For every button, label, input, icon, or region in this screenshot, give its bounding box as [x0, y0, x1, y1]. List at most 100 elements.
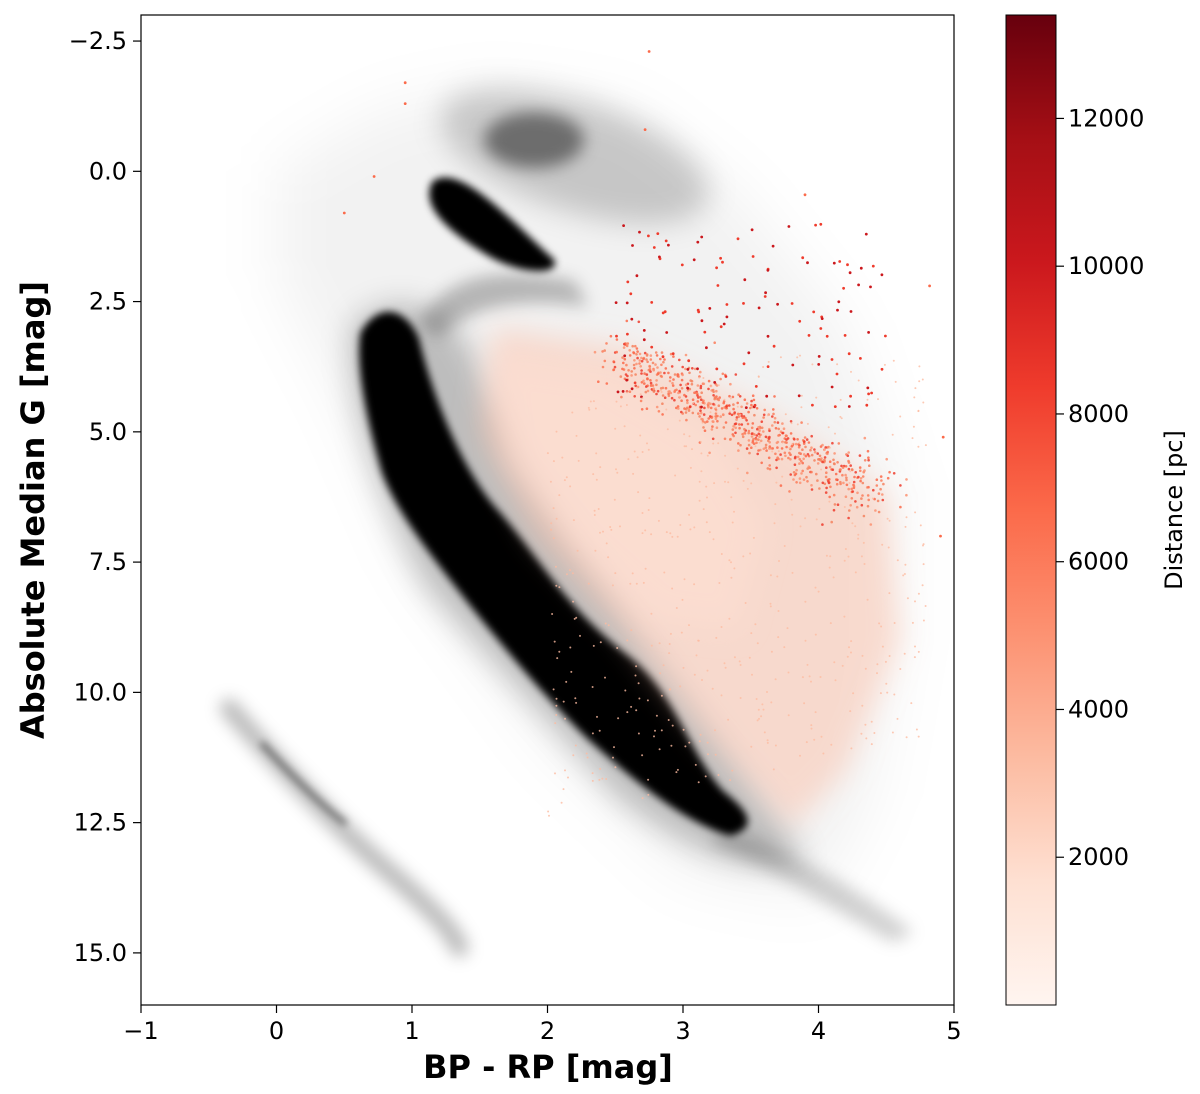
red-point [565, 680, 568, 683]
red-point [850, 640, 853, 643]
red-point [841, 473, 844, 477]
red-point [877, 510, 881, 514]
red-point [669, 376, 672, 379]
red-point [798, 462, 801, 465]
red-point [734, 431, 737, 435]
red-point [646, 377, 649, 380]
red-point [875, 478, 879, 482]
red-point [833, 405, 837, 408]
red-point [585, 752, 588, 755]
red-point [813, 448, 816, 451]
red-point [698, 499, 701, 502]
red-point [804, 639, 807, 642]
red-point [564, 769, 566, 772]
red-point [821, 481, 825, 485]
red-point [711, 687, 714, 690]
red-point [818, 507, 821, 510]
red-point [846, 454, 850, 458]
red-point [798, 477, 802, 480]
red-point [781, 422, 784, 425]
red-point [914, 645, 916, 648]
red-point [794, 455, 797, 459]
red-point [884, 334, 887, 338]
red-point [593, 509, 596, 512]
red-point [743, 427, 746, 431]
red-point [804, 454, 808, 458]
red-point [712, 394, 715, 397]
red-point [777, 427, 780, 431]
red-point [834, 472, 838, 476]
red-point [693, 367, 697, 371]
red-point [852, 480, 856, 484]
red-point [681, 598, 684, 601]
red-point [547, 810, 550, 813]
red-point [766, 739, 769, 742]
red-point [717, 384, 720, 387]
red-point [593, 514, 596, 516]
red-point [831, 468, 835, 472]
red-point [745, 402, 749, 405]
red-point [552, 507, 555, 510]
red-point [771, 415, 774, 418]
red-point [870, 391, 873, 395]
red-point [696, 394, 699, 397]
red-point [630, 387, 634, 391]
red-point [787, 671, 790, 674]
red-point [688, 741, 691, 744]
red-point [832, 458, 835, 462]
red-point [554, 772, 556, 775]
red-point [647, 50, 651, 53]
red-point [850, 468, 854, 471]
red-point [811, 403, 814, 407]
main-sequence-glow [350, 303, 805, 866]
red-point [645, 358, 648, 361]
red-point [885, 457, 888, 461]
red-point [688, 405, 692, 409]
red-point [698, 480, 701, 483]
red-point [819, 459, 822, 462]
red-point [633, 367, 636, 370]
red-point [685, 406, 689, 410]
red-point [709, 406, 713, 410]
red-point [820, 468, 823, 471]
white-dwarf-core [259, 741, 348, 826]
red-point [652, 390, 656, 393]
red-point [403, 102, 407, 105]
subgiant-branch [418, 273, 589, 339]
red-point [757, 375, 760, 378]
red-point [881, 645, 884, 648]
red-point [724, 480, 726, 483]
red-point [660, 729, 663, 732]
red-point [676, 535, 679, 538]
red-point [815, 396, 818, 399]
red-point [659, 371, 662, 374]
red-point [668, 652, 671, 655]
red-point [653, 735, 655, 738]
lower-ms-tail [710, 827, 914, 943]
red-point [776, 575, 779, 578]
red-point [686, 386, 690, 390]
red-point [787, 714, 790, 717]
red-point [918, 380, 921, 383]
red-point [752, 398, 756, 402]
red-point [596, 715, 598, 718]
red-point [647, 234, 650, 238]
red-point [613, 498, 616, 501]
red-point [880, 367, 884, 371]
red-point [751, 422, 755, 425]
red-point [720, 626, 723, 628]
red-point [928, 284, 931, 288]
red-point [785, 445, 788, 449]
red-point [861, 654, 864, 657]
red-point [640, 369, 643, 372]
red-point [665, 331, 669, 334]
red-point [635, 362, 638, 366]
red-point [703, 429, 707, 433]
red-point [632, 363, 636, 367]
red-point [764, 446, 768, 449]
red-point [679, 383, 682, 387]
red-point [753, 413, 756, 417]
red-point [904, 525, 907, 528]
red-point [829, 555, 832, 558]
